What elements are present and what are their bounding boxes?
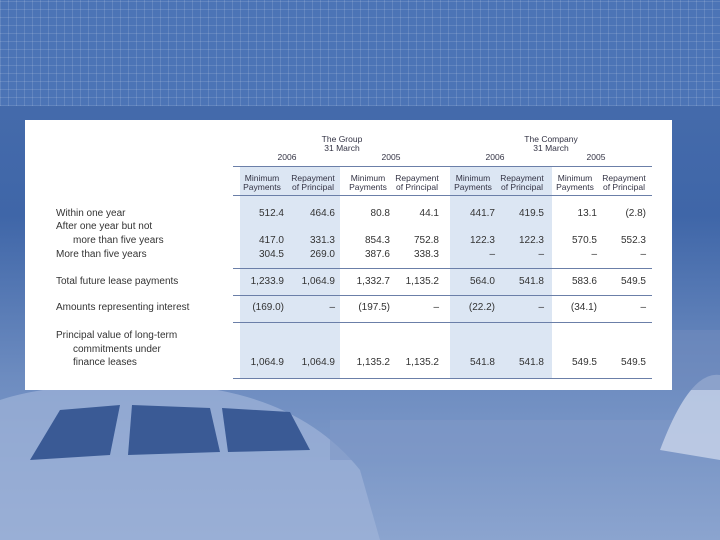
row-label: Amounts representing interest [56, 302, 190, 313]
row-label: Principal value of long-term [56, 330, 178, 341]
table-panel: The Group 31 March 2006 2005 The Company 31 M… [25, 120, 672, 390]
cell: 854.3 [364, 234, 390, 246]
cell: 464.6 [309, 208, 335, 219]
cell: (22.2) [468, 302, 495, 313]
row-label: commitments under [73, 343, 161, 355]
cell: (2.8) [625, 208, 646, 219]
row-label: finance leases [73, 357, 137, 368]
group-subtitle: 31 March [533, 143, 569, 153]
row-label: After one year but not [56, 221, 153, 232]
cell: 541.8 [518, 357, 544, 368]
year-label: 2005 [586, 152, 606, 162]
column-header: Payments [349, 182, 387, 192]
rule [233, 378, 652, 379]
cell: (197.5) [358, 302, 390, 313]
cell: 338.3 [413, 249, 439, 260]
column-header: of Principal [395, 182, 439, 192]
cell: 80.8 [370, 208, 390, 219]
group-title: The Group [321, 134, 363, 144]
cell: 1,135.2 [356, 357, 390, 368]
row-label: more than five years [73, 234, 164, 246]
cell: 752.8 [413, 234, 439, 246]
column-header: Payments [556, 182, 594, 192]
cell: – [640, 249, 646, 260]
cell: 1,064.9 [250, 357, 284, 368]
column-header: Repayment [500, 173, 544, 183]
cell: 1,135.2 [405, 357, 439, 368]
column-header: Payments [454, 182, 492, 192]
column-header: of Principal [602, 182, 646, 192]
cell: 419.5 [518, 208, 544, 219]
column-header: Repayment [395, 173, 439, 183]
group-subtitle: 31 March [324, 143, 360, 153]
cell: 552.3 [620, 234, 646, 246]
cell: – [329, 302, 335, 313]
year-label: 2006 [277, 152, 297, 162]
cell: 13.1 [577, 208, 597, 219]
cell: 1,332.7 [356, 276, 390, 287]
rule [233, 166, 652, 167]
rule [233, 295, 652, 296]
column-header: Repayment [291, 173, 335, 183]
cell: 441.7 [469, 208, 495, 219]
shaded-column [450, 166, 552, 378]
cell: 1,233.9 [250, 276, 284, 287]
group-title: The Company [524, 134, 578, 144]
cell: 549.5 [620, 357, 646, 368]
rule [233, 268, 652, 269]
cell: 122.3 [469, 234, 495, 246]
column-header: Minimum [350, 173, 386, 183]
column-header: Minimum [244, 173, 280, 183]
column-header: Minimum [455, 173, 491, 183]
cell: – [538, 302, 544, 313]
cell: 564.0 [469, 276, 495, 287]
cell: (34.1) [570, 302, 597, 313]
cell: 331.3 [309, 234, 335, 246]
header-band [0, 0, 720, 106]
column-header: Minimum [557, 173, 593, 183]
cell: (169.0) [252, 302, 284, 313]
cell: 549.5 [620, 276, 646, 287]
row-label: Within one year [56, 208, 126, 219]
cell: 549.5 [571, 357, 597, 368]
column-header: Payments [243, 182, 281, 192]
column-header: Repayment [602, 173, 646, 183]
cell: 269.0 [309, 249, 335, 260]
cell: 1,064.9 [301, 276, 335, 287]
year-label: 2006 [485, 152, 505, 162]
cell: – [489, 249, 495, 260]
cell: 512.4 [258, 208, 284, 219]
cell: 1,064.9 [301, 357, 335, 368]
rule [233, 195, 652, 196]
shaded-column [240, 166, 340, 378]
cell: 541.8 [469, 357, 495, 368]
rule [233, 322, 652, 323]
cell: 387.6 [364, 249, 390, 260]
cell: 541.8 [518, 276, 544, 287]
cell: 1,135.2 [405, 276, 439, 287]
cell: – [640, 302, 646, 313]
column-header: of Principal [500, 182, 544, 192]
column-header: of Principal [291, 182, 335, 192]
cell: 122.3 [518, 234, 544, 246]
row-label: Total future lease payments [56, 276, 179, 287]
cell: 304.5 [258, 249, 284, 260]
cell: – [433, 302, 439, 313]
cell: – [591, 249, 597, 260]
cell: 583.6 [571, 276, 597, 287]
year-label: 2005 [381, 152, 401, 162]
cell: 44.1 [419, 208, 439, 219]
cell: 417.0 [258, 234, 284, 246]
cell: – [538, 249, 544, 260]
row-label: More than five years [56, 249, 147, 260]
cell: 570.5 [571, 234, 597, 246]
